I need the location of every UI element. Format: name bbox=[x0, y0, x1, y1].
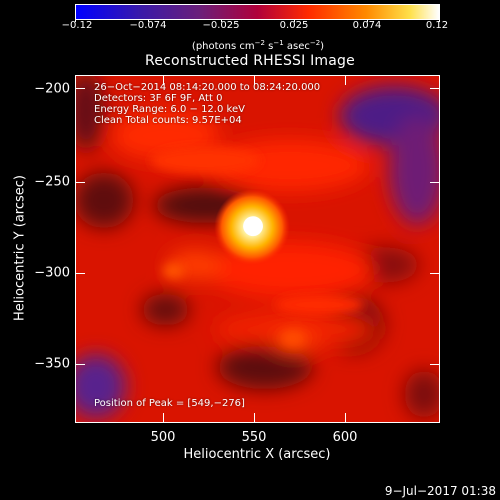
info-energy-range: Energy Range: 6.0 − 12.0 keV bbox=[94, 104, 245, 115]
plot-title: Reconstructed RHESSI Image bbox=[145, 53, 355, 69]
y-tick-label: −250 bbox=[34, 174, 70, 190]
colorbar-tick-label: 0.025 bbox=[279, 20, 309, 31]
observation-info: 26−Oct−2014 08:14:20.000 to 08:24:20.000… bbox=[94, 82, 320, 126]
y-tick-label: −350 bbox=[34, 356, 70, 372]
y-tick-mark bbox=[75, 364, 85, 365]
colorbar bbox=[75, 4, 440, 20]
info-time-range: 26−Oct−2014 08:14:20.000 to 08:24:20.000 bbox=[94, 82, 321, 93]
colorbar-tick-label: 0.12 bbox=[425, 20, 449, 31]
x-tick-mark bbox=[345, 413, 346, 423]
y-axis-label: Heliocentric Y (arcsec) bbox=[12, 175, 28, 321]
y-tick-mark bbox=[75, 273, 85, 274]
x-tick-mark-top bbox=[254, 75, 255, 85]
x-tick-mark-top bbox=[345, 75, 346, 85]
colorbar-units: (photons cm−2 s−1 asec−2) bbox=[192, 39, 324, 52]
colorbar-tick-mark bbox=[367, 19, 368, 22]
plot-area bbox=[75, 75, 440, 423]
colorbar-tick-mark bbox=[148, 19, 149, 22]
x-tick-mark bbox=[163, 413, 164, 423]
x-axis-label: Heliocentric X (arcsec) bbox=[183, 447, 331, 462]
y-tick-mark-right bbox=[430, 88, 440, 89]
colorbar-tick-label: −0.074 bbox=[129, 20, 167, 31]
colorbar-tick-label: −0.12 bbox=[61, 20, 93, 31]
y-tick-mark-right bbox=[430, 182, 440, 183]
colorbar-units-text: asec bbox=[283, 41, 310, 52]
colorbar-gradient bbox=[76, 5, 439, 19]
colorbar-tick-mark bbox=[75, 19, 76, 22]
colorbar-tick-label: −0.025 bbox=[202, 20, 240, 31]
colorbar-units-text: ) bbox=[320, 41, 325, 52]
y-tick-mark-right bbox=[430, 273, 440, 274]
x-tick-label: 600 bbox=[332, 430, 358, 445]
x-tick-mark bbox=[254, 413, 255, 423]
colorbar-units-exponent: −1 bbox=[273, 39, 284, 47]
y-tick-mark bbox=[75, 88, 85, 89]
x-tick-mark-top bbox=[163, 75, 164, 85]
y-tick-label: −200 bbox=[34, 81, 70, 97]
info-total-counts: Clean Total counts: 9.57E+04 bbox=[94, 115, 242, 126]
colorbar-tick-mark bbox=[221, 19, 222, 22]
colorbar-units-exponent: −2 bbox=[254, 39, 265, 47]
plot-timestamp: 9−Jul−2017 01:38 bbox=[384, 484, 496, 498]
y-tick-mark bbox=[75, 182, 85, 183]
colorbar-tick-label: 0.074 bbox=[352, 20, 382, 31]
x-tick-label: 500 bbox=[150, 430, 176, 445]
rhessi-image bbox=[76, 76, 439, 422]
colorbar-units-exponent: −2 bbox=[309, 39, 321, 47]
y-tick-label: −300 bbox=[34, 265, 70, 281]
colorbar-units-text: (photons cm bbox=[191, 41, 255, 52]
y-tick-mark-right bbox=[430, 364, 440, 365]
colorbar-units-text: s bbox=[264, 41, 274, 52]
peak-position-label: Position of Peak = [549,−276] bbox=[94, 398, 245, 409]
info-detectors: Detectors: 3F 6F 9F, Att 0 bbox=[94, 93, 223, 104]
colorbar-tick-mark bbox=[294, 19, 295, 22]
colorbar-tick-mark bbox=[439, 19, 440, 22]
x-tick-label: 550 bbox=[241, 430, 267, 445]
